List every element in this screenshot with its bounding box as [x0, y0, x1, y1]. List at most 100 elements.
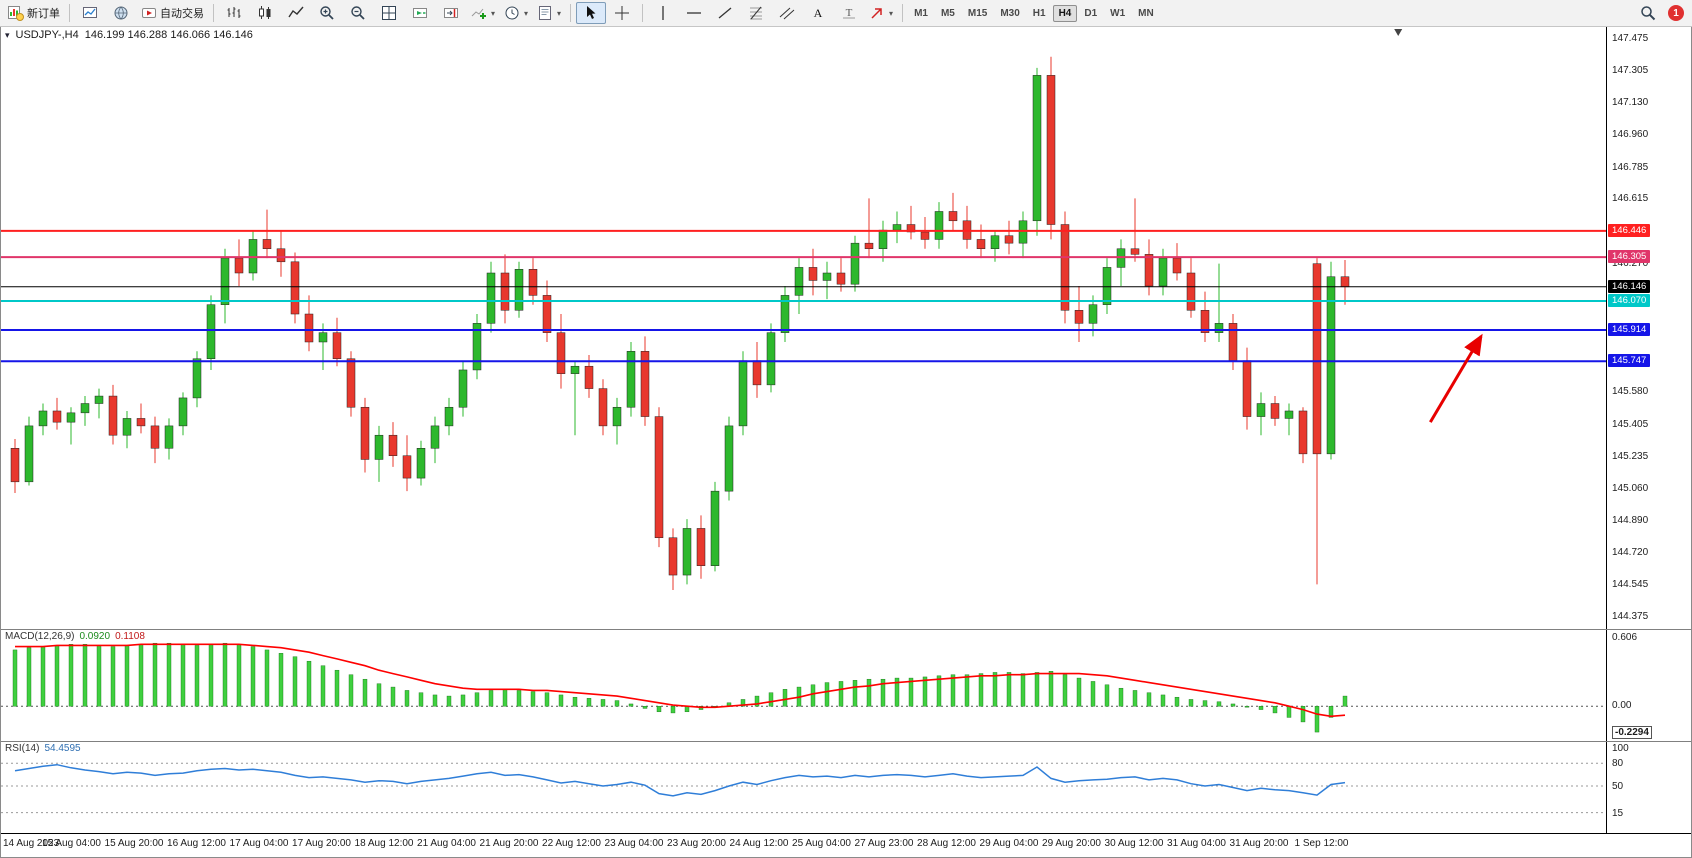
- time-axis[interactable]: 14 Aug 2023 15 Aug 04:00 15 Aug 20:00 16 Au…: [1, 833, 1691, 857]
- candle: [1186, 258, 1196, 318]
- channel-button[interactable]: [772, 2, 802, 24]
- templates-icon: [537, 5, 553, 21]
- macd-chart[interactable]: [1, 630, 1607, 740]
- indicators-button[interactable]: ▾: [467, 2, 499, 24]
- collapse-triangle-icon[interactable]: ▾: [5, 29, 10, 40]
- timeframe-button-m30[interactable]: M30: [1000, 7, 1020, 19]
- crosshair-button[interactable]: [607, 2, 637, 24]
- timeframe-button-m15[interactable]: M15: [967, 7, 988, 19]
- periods-button[interactable]: ▾: [500, 2, 532, 24]
- horizontal-line-button[interactable]: [679, 2, 709, 24]
- candle: [1116, 239, 1126, 287]
- notifications-button[interactable]: 1: [1668, 5, 1684, 21]
- chevron-down-icon: ▾: [889, 8, 894, 18]
- autoscroll-icon: [412, 5, 428, 21]
- tile-windows-button[interactable]: [374, 2, 404, 24]
- candle: [276, 230, 286, 277]
- bar-chart-button[interactable]: [219, 2, 249, 24]
- time-axis-label: 24 Aug 12:00: [729, 838, 789, 849]
- zoom-out-button[interactable]: [343, 2, 373, 24]
- timeframe-button-m5[interactable]: M5: [940, 7, 955, 19]
- candle: [220, 248, 230, 324]
- chart-shift-marker-icon[interactable]: [1394, 29, 1403, 36]
- profiles-icon: [113, 5, 129, 21]
- chart-shift-button[interactable]: [436, 2, 466, 24]
- candle: [696, 515, 706, 579]
- macd-plot[interactable]: MACD(12,26,9) 0.0920 0.1108: [1, 630, 1607, 741]
- templates-button[interactable]: ▾: [533, 2, 565, 24]
- trendline-icon: [717, 5, 733, 21]
- time-axis-label: 17 Aug 20:00: [292, 838, 351, 849]
- price-badge-145.747: 145.747: [1608, 354, 1651, 368]
- candle: [1270, 396, 1280, 426]
- rsi-chart[interactable]: [1, 742, 1607, 832]
- main-chart-plot[interactable]: ▾ USDJPY-,H4 146.199 146.288 146.066 146…: [1, 27, 1607, 629]
- candle: [66, 407, 76, 445]
- label-button[interactable]: T: [834, 2, 864, 24]
- rsi-plot[interactable]: RSI(14) 54.4595: [1, 742, 1607, 833]
- line-chart-button[interactable]: [281, 2, 311, 24]
- vertical-line-button[interactable]: [648, 2, 678, 24]
- candlestick-chart[interactable]: [1, 27, 1607, 629]
- svg-text:A: A: [814, 6, 823, 20]
- candle: [920, 217, 930, 249]
- timeframe-button-h1[interactable]: H1: [1032, 7, 1046, 19]
- text-button[interactable]: A: [803, 2, 833, 24]
- time-axis-label: 18 Aug 12:00: [354, 838, 414, 849]
- candle: [1018, 211, 1028, 259]
- candle: [416, 440, 426, 486]
- candle: [1060, 211, 1070, 324]
- macd-axis-tick: -0.2294: [1612, 726, 1652, 739]
- candle: [906, 205, 916, 240]
- candle: [1312, 258, 1322, 585]
- candle: [836, 258, 846, 292]
- indicators-icon: [471, 5, 487, 21]
- macd-signal-line: [15, 643, 1346, 718]
- time-axis-label: 27 Aug 23:00: [854, 838, 914, 849]
- candle: [682, 519, 692, 585]
- candle: [1046, 56, 1056, 240]
- candle: [1256, 392, 1266, 436]
- search-button[interactable]: [1633, 2, 1663, 24]
- candle: [248, 230, 258, 281]
- candle: [752, 341, 762, 398]
- arrows-button[interactable]: ▾: [865, 2, 897, 24]
- label-icon: T: [841, 5, 857, 21]
- candle: [1298, 407, 1308, 464]
- rsi-axis-tick: 15: [1612, 807, 1624, 819]
- channel-icon: [779, 5, 795, 21]
- timeframe-button-h4[interactable]: H4: [1052, 4, 1078, 22]
- trend-arrow-annotation[interactable]: [1429, 333, 1483, 423]
- time-axis-label: 17 Aug 04:00: [229, 838, 289, 849]
- profiles-button[interactable]: [106, 2, 136, 24]
- timeframe-button-w1[interactable]: W1: [1110, 7, 1126, 19]
- price-badge-145.914: 145.914: [1608, 323, 1651, 337]
- candlestick-chart-button[interactable]: [250, 2, 280, 24]
- auto-scroll-button[interactable]: [405, 2, 435, 24]
- new-order-button[interactable]: 新订单: [4, 2, 64, 24]
- timeframe-button-mn[interactable]: MN: [1138, 7, 1154, 19]
- cursor-button[interactable]: [576, 2, 607, 24]
- candle: [304, 295, 314, 352]
- fibonacci-button[interactable]: [741, 2, 771, 24]
- timeframe-button-m1[interactable]: M1: [914, 7, 928, 19]
- candle: [444, 397, 454, 436]
- linechart-icon: [288, 5, 304, 21]
- timeframe-button-d1[interactable]: D1: [1084, 7, 1098, 19]
- candle: [710, 481, 720, 572]
- rsi-axis-tick: 50: [1612, 781, 1624, 792]
- price-badge-146.305: 146.305: [1608, 250, 1651, 264]
- candle: [738, 351, 748, 436]
- candle: [136, 403, 146, 434]
- candle: [1032, 67, 1042, 236]
- trendline-button[interactable]: [710, 2, 740, 24]
- autotrading-button[interactable]: 自动交易: [137, 2, 208, 24]
- macd-axis-tick: 0.00: [1612, 700, 1632, 712]
- macd-histogram: [12, 642, 1348, 733]
- candle: [1242, 347, 1252, 430]
- toolbar: 新订单 自动交易 ▾ ▾ ▾ A T ▾ M1 M5 M15 M30 H1 H4 D1 W1 MN 1: [0, 0, 1692, 27]
- candle: [598, 379, 608, 436]
- new-chart-button[interactable]: [75, 2, 105, 24]
- zoom-in-button[interactable]: [312, 2, 342, 24]
